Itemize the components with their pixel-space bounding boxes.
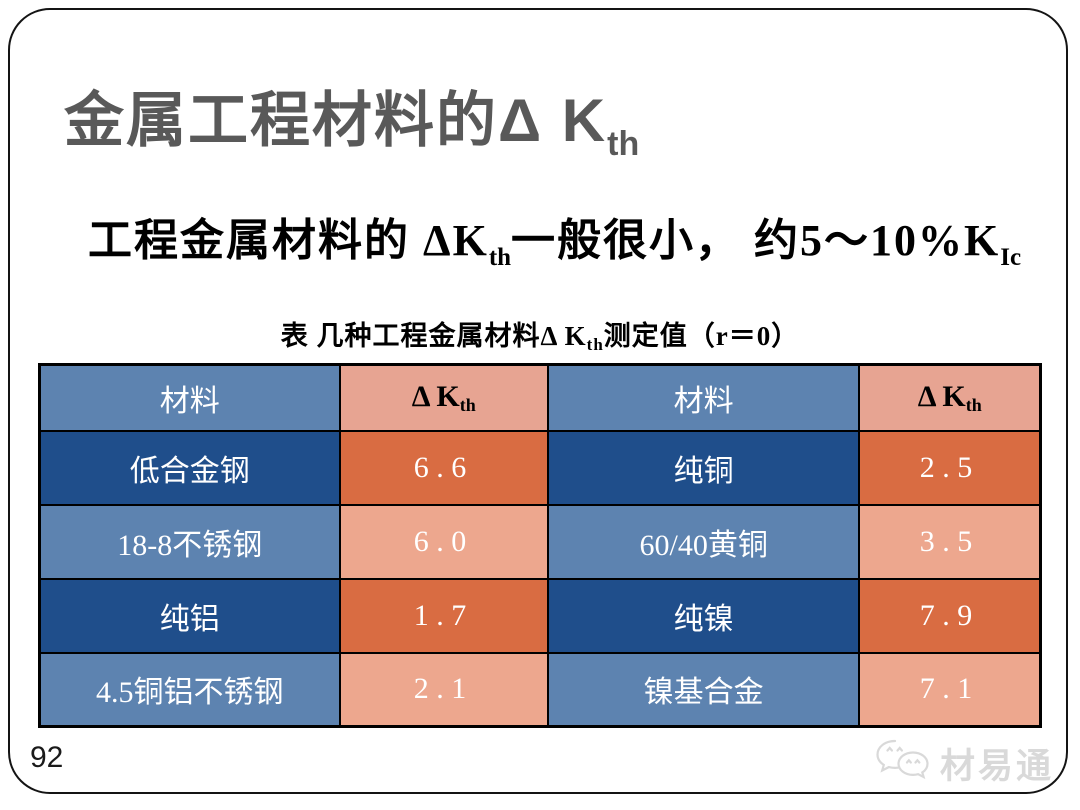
header-dk-main: Δ K (917, 379, 966, 413)
caption-part1: 表 几种工程金属材料Δ K (280, 321, 587, 351)
caption-part2: 测定值（r＝0） (603, 321, 800, 351)
body-sentence: 工程金属材料的 ΔKth一般很小， 约5～10%KIc (88, 204, 1021, 272)
table-cell-material: 18-8不锈钢 (38, 503, 341, 580)
table-row: 18-8不锈钢 6.0 60/40黄铜 3.5 (38, 503, 1042, 580)
header-dk-main: Δ K (411, 379, 460, 413)
table-header-dkth-2: Δ Kth (858, 363, 1042, 432)
kth-table: 材料 Δ Kth 材料 Δ Kth 低合金钢 6.6 纯铜 2.5 18-8不锈… (38, 363, 1042, 728)
caption-sub: th (586, 335, 604, 354)
table-cell-material: 4.5铜铝不锈钢 (38, 651, 341, 728)
wechat-icon (874, 738, 932, 789)
table-row: 纯铝 1.7 纯镍 7.9 (38, 577, 1042, 654)
table-cell-material: 纯铜 (546, 429, 861, 506)
body-part2: 一般很小， 约5～10%K (511, 216, 1001, 265)
page-title: 金属工程材料的Δ Kth (64, 72, 639, 164)
header-dk-sub: th (459, 394, 476, 415)
table-header-dkth-1: Δ Kth (338, 363, 549, 432)
page-number: 92 (30, 741, 64, 774)
table-cell-value: 7.1 (858, 651, 1042, 728)
body-sub1: th (488, 244, 512, 271)
table-header-material-1: 材料 (38, 363, 341, 432)
table-cell-value: 6.0 (338, 503, 549, 580)
table-cell-value: 2.5 (858, 429, 1042, 506)
table-cell-value: 3.5 (858, 503, 1042, 580)
table-cell-material: 纯镍 (546, 577, 861, 654)
table-cell-value: 6.6 (338, 429, 549, 506)
table-cell-value: 1.7 (338, 577, 549, 654)
table-row: 4.5铜铝不锈钢 2.1 镍基合金 7.1 (38, 651, 1042, 728)
slide-border (8, 8, 1068, 794)
table-caption: 表 几种工程金属材料Δ Kth测定值（r＝0） (38, 314, 1042, 355)
table-cell-value: 7.9 (858, 577, 1042, 654)
title-text: 金属工程材料的 (64, 87, 498, 154)
watermark-label: 材易通 (939, 747, 1054, 786)
body-sub2: Ic (1000, 244, 1022, 271)
watermark: 材易通 (874, 738, 1054, 789)
body-part1: 工程金属材料的 ΔK (88, 216, 489, 265)
table-cell-value: 2.1 (338, 651, 549, 728)
title-subscript: th (607, 125, 640, 163)
table-header-material-2: 材料 (546, 363, 861, 432)
table-header-row: 材料 Δ Kth 材料 Δ Kth (38, 363, 1042, 432)
table-row: 低合金钢 6.6 纯铜 2.5 (38, 429, 1042, 506)
table-cell-material: 镍基合金 (546, 651, 861, 728)
table-cell-material: 纯铝 (38, 577, 341, 654)
table-cell-material: 60/40黄铜 (546, 503, 861, 580)
table-cell-material: 低合金钢 (38, 429, 341, 506)
header-dk-sub: th (965, 394, 982, 415)
title-delta-k: Δ K (498, 87, 608, 154)
